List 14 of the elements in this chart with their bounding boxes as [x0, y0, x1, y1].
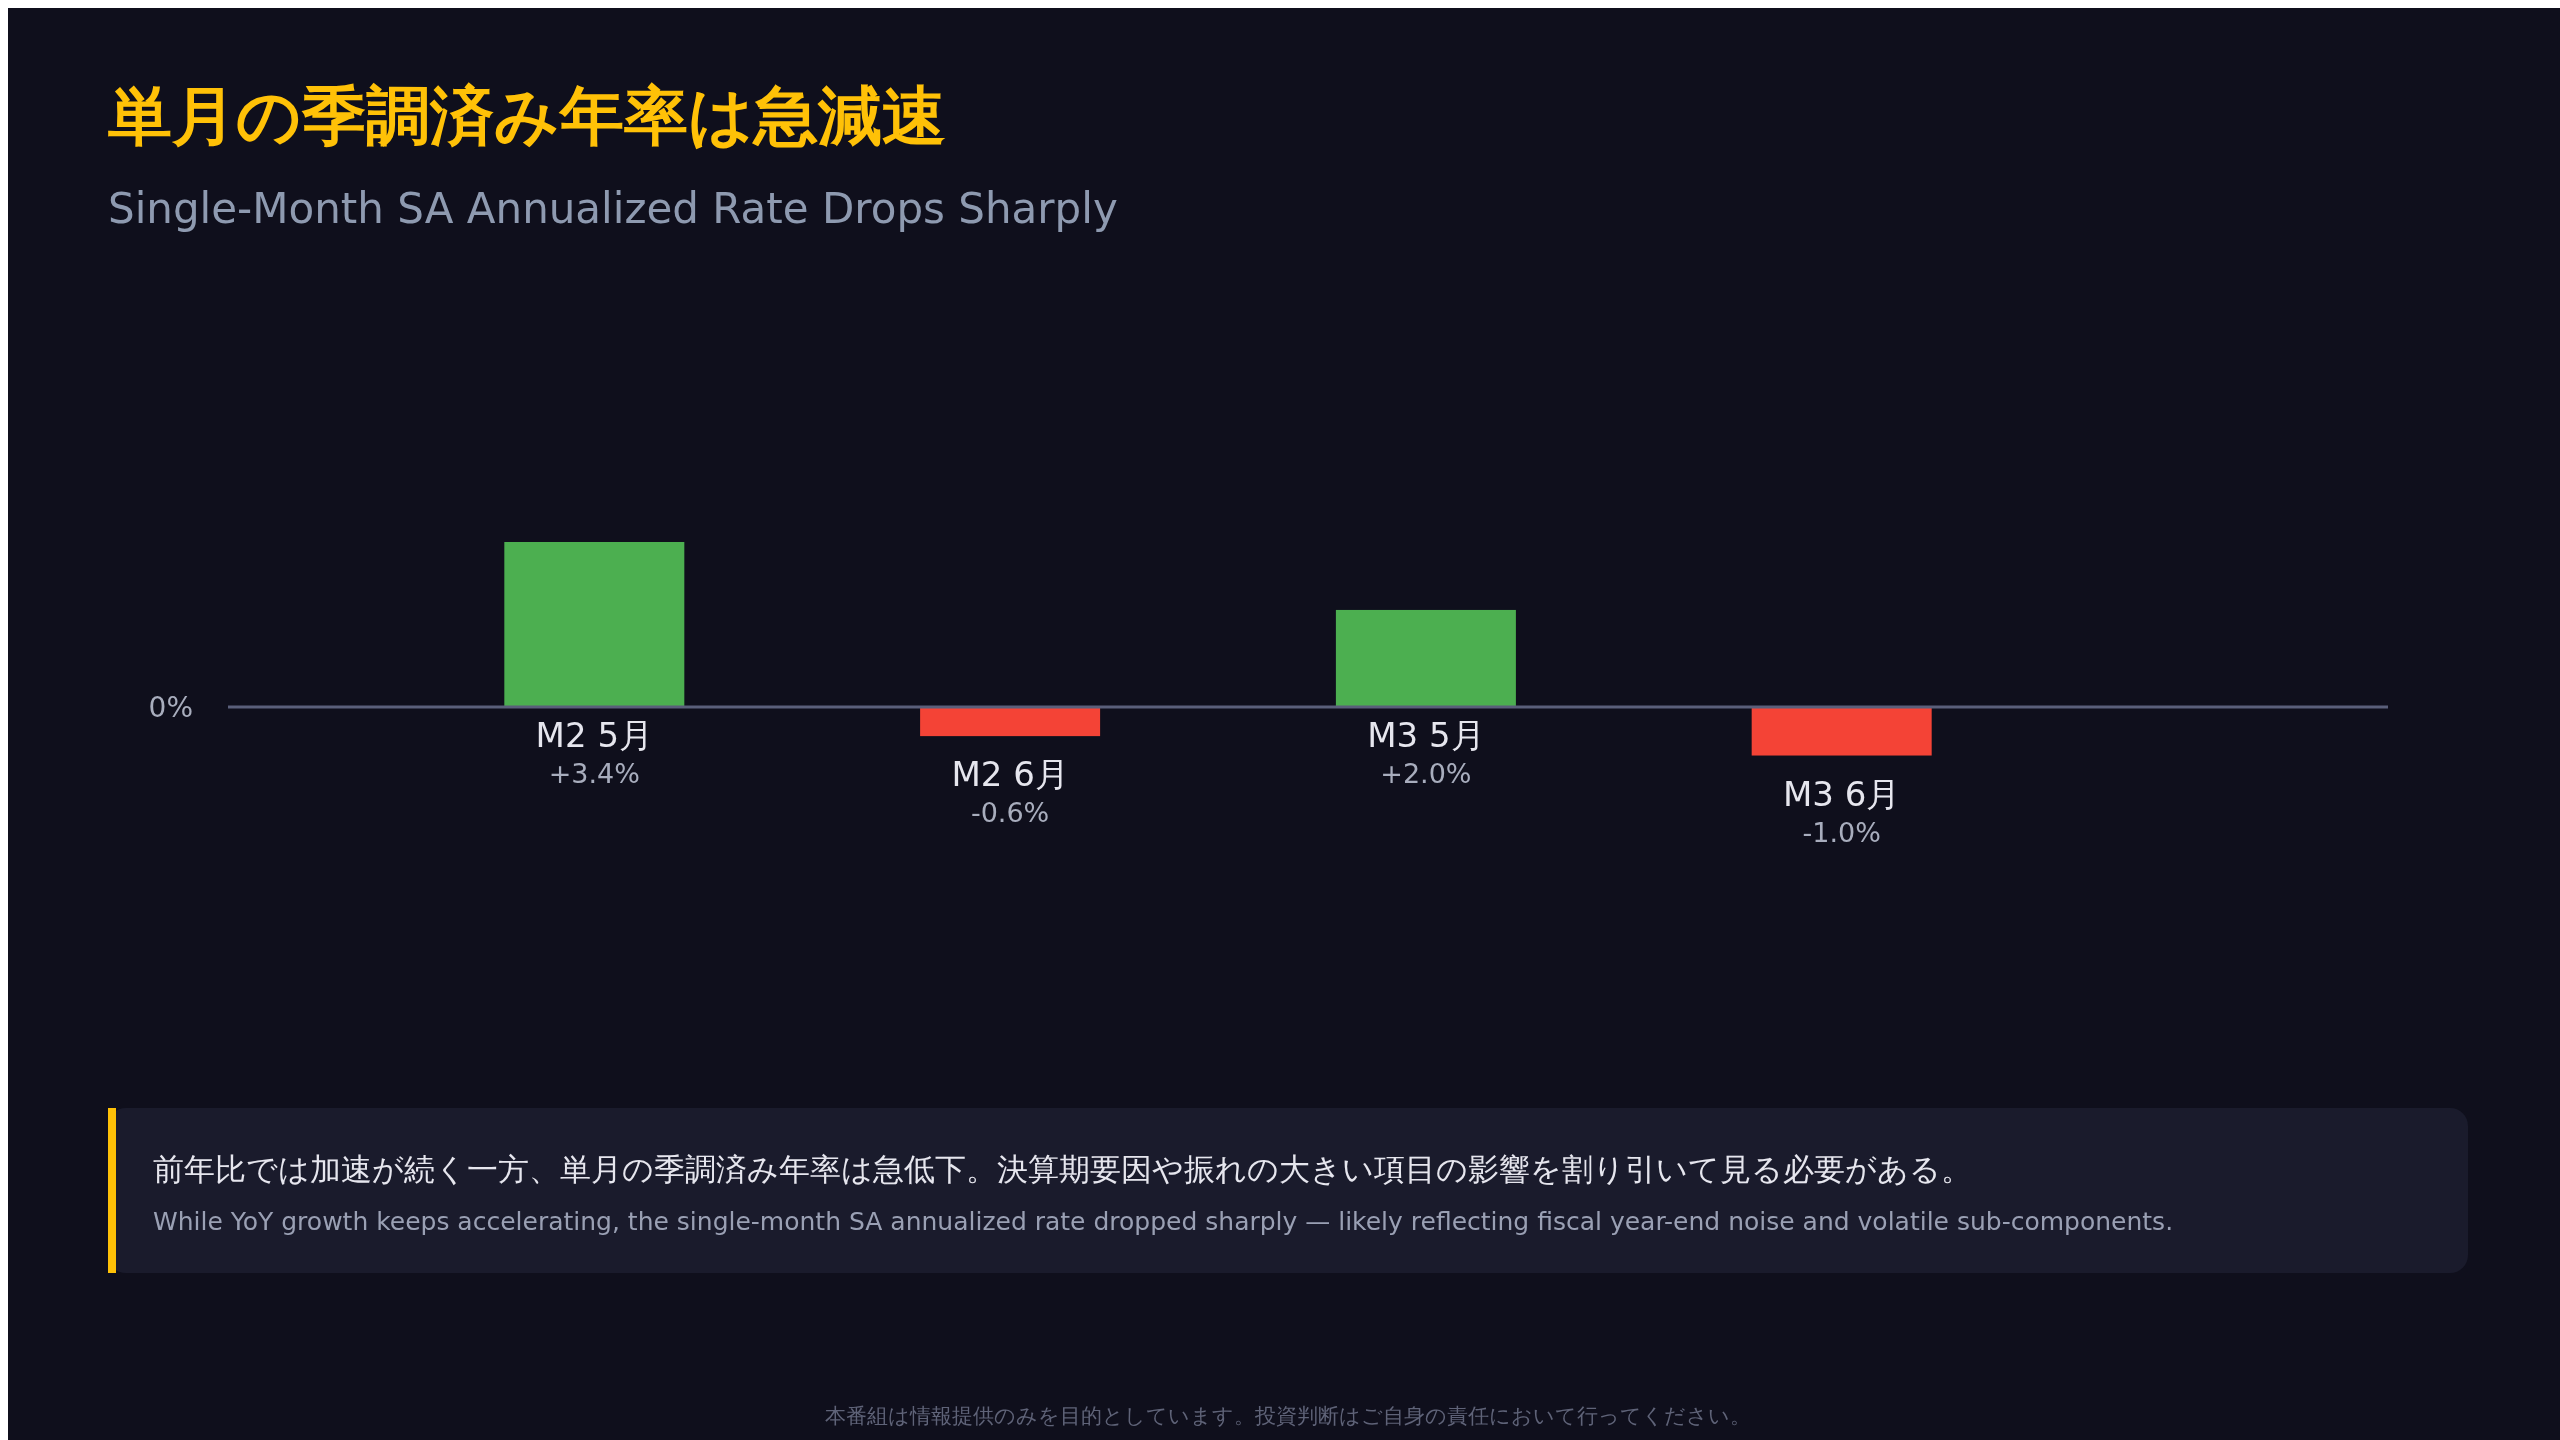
chart-title: 単月の季調済み年率は急減速 — [108, 79, 946, 153]
data-label: -0.6% — [970, 797, 1050, 829]
text: 本番組は情報提供のみを目的としています。投資判断はご自身の責任において行ってください。 — [825, 1404, 1751, 1428]
text: 0% — [148, 690, 193, 724]
text: While YoY growth keeps accelerating, the single-month SA annualized rate dropped sharply — likely reflecting fiscal year-end noise and volatile sub-components. — [153, 1207, 2174, 1236]
data-label: -1.0% — [1802, 816, 1881, 848]
x-tick-label: M3 6月 — [1782, 773, 1901, 814]
text: 前年比では加速が続く一方、単月の季調済み年率は急低下。決算期要因や振れの大きい項目の影響を割り引いて見る必要がある。 — [153, 1151, 1972, 1187]
data-label: +2.0% — [1380, 758, 1472, 789]
chart-subtitle: Single-Month SA Annualized Rate Drops Sharply — [108, 184, 1118, 233]
x-tick-label: M3 5月 — [1367, 715, 1485, 755]
x-tick-label: M2 5月 — [535, 715, 654, 755]
data-label: +3.4% — [548, 758, 640, 789]
x-tick-label: M2 6月 — [951, 754, 1069, 795]
